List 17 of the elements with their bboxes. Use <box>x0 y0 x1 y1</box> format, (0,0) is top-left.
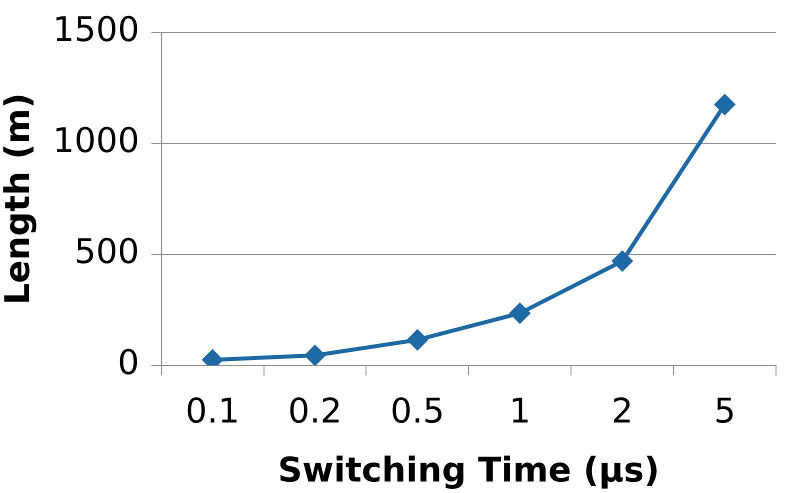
point <box>510 303 530 324</box>
x-tick-label: 0.1 <box>186 392 240 432</box>
x-tick-label: 0.5 <box>390 392 444 432</box>
x-axis-title: Switching Time (µs) <box>278 450 660 490</box>
point <box>714 94 735 115</box>
y-tick-label: 0 <box>118 343 140 384</box>
x-tick-label: 5 <box>714 392 736 432</box>
y-tick-label: 500 <box>74 232 140 272</box>
x-tick-label: 0.2 <box>288 392 342 432</box>
point <box>407 330 428 350</box>
point <box>304 345 325 366</box>
y-axis-title: Length (m) <box>0 92 38 305</box>
x-tick-label: 2 <box>612 392 634 432</box>
y-tick-label: 1500 <box>52 10 140 50</box>
x-tick-label: 1 <box>509 392 531 432</box>
y-tick-label: 1000 <box>52 121 140 162</box>
point <box>612 251 632 272</box>
